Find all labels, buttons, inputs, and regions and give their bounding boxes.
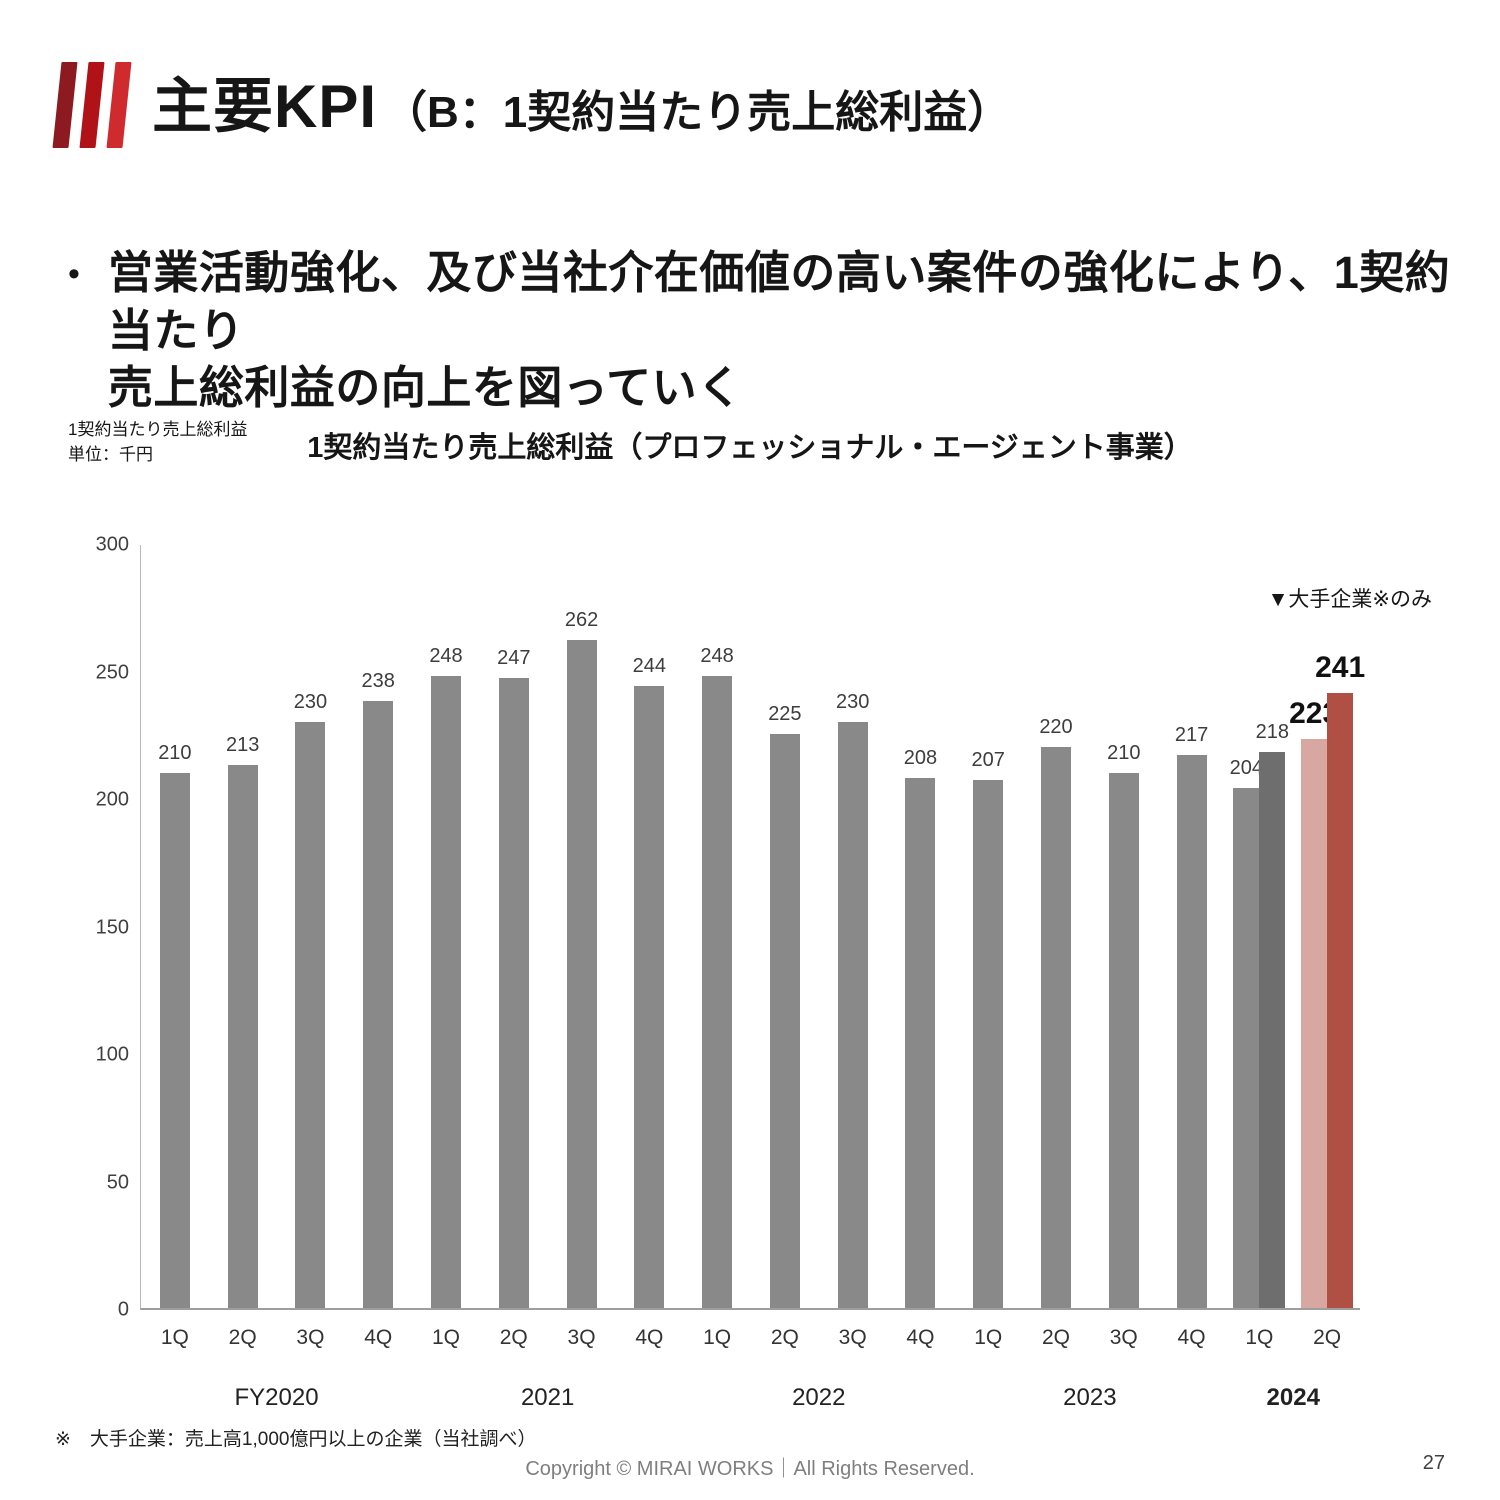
- mirai-works-logo: [52, 60, 137, 152]
- bar: [1259, 752, 1286, 1308]
- bar: [1233, 787, 1260, 1308]
- x-tick-label: 1Q: [160, 1326, 189, 1349]
- bullet-row: • 営業活動強化、及び当社介在価値の高い案件の強化により、1契約当たり 売上総利…: [60, 244, 1460, 417]
- bar-value-label: 225: [768, 703, 802, 726]
- x-tick-label: 1Q: [431, 1326, 461, 1349]
- y-tick-label: 250: [95, 661, 129, 683]
- year-label: 2023: [1063, 1384, 1117, 1411]
- bar-value-label: 248: [429, 644, 463, 667]
- bar: [769, 734, 800, 1308]
- logo-bar-icon: [79, 62, 105, 148]
- bar-value-label: 238: [361, 670, 395, 693]
- x-tick-label: 1Q: [1245, 1326, 1274, 1349]
- x-tick-label: 4Q: [635, 1326, 664, 1349]
- bar-value-label: 217: [1174, 723, 1209, 746]
- bar: [159, 772, 190, 1308]
- bar-value-label: 247: [497, 647, 531, 670]
- page-number: 27: [1422, 1452, 1445, 1474]
- x-tick-label: 4Q: [364, 1326, 393, 1349]
- bar: [973, 780, 1004, 1308]
- y-tick-label: 300: [95, 533, 129, 556]
- bar-value-label: 230: [293, 690, 328, 713]
- bar: [837, 721, 868, 1308]
- year-label: FY2020: [234, 1384, 319, 1411]
- bar: [1041, 747, 1071, 1308]
- axis-unit-note: 1契約当たり売上総利益 単位：千円: [68, 418, 247, 467]
- y-tick-label: 50: [106, 1171, 129, 1193]
- logo-bar-icon: [106, 62, 132, 148]
- page-title-sub: （B：1契約当たり売上総利益）: [383, 88, 1012, 137]
- bar: [227, 764, 258, 1308]
- bar: [363, 701, 394, 1308]
- page-title: 主要KPI （B：1契約当たり売上総利益）: [152, 58, 1011, 145]
- logo-bar-icon: [52, 62, 78, 148]
- x-tick-label: 1Q: [703, 1326, 732, 1349]
- y-tick-label: 150: [95, 916, 129, 938]
- bar-value-label: 218: [1255, 721, 1290, 744]
- x-tick-label: 4Q: [906, 1326, 935, 1349]
- bullet-text: 営業活動強化、及び当社介在価値の高い案件の強化により、1契約当たり 売上総利益の…: [108, 244, 1460, 417]
- x-tick-label: 3Q: [838, 1326, 867, 1349]
- x-tick-label: 3Q: [296, 1326, 325, 1349]
- bar: [498, 678, 529, 1308]
- plot-area: 0 50 100 150 200 250 300 210 1Q 213 2Q 230 3Q 238 4Q FY…: [96, 534, 1366, 1412]
- bar: [295, 721, 326, 1308]
- bar-value-label: 213: [225, 733, 260, 756]
- x-tick-label: 2Q: [1041, 1326, 1071, 1349]
- x-tick-label: 1Q: [974, 1326, 1003, 1349]
- bar: [634, 685, 665, 1308]
- bar-value-label: 248: [700, 644, 734, 667]
- axis-note-line-2: 単位：千円: [68, 444, 153, 464]
- bar-value-label: 220: [1039, 716, 1073, 738]
- bar: [1108, 772, 1139, 1308]
- bar: [566, 639, 597, 1308]
- year-label: 2022: [792, 1384, 846, 1411]
- y-tick-label: 100: [95, 1043, 129, 1066]
- bar-value-label: 208: [903, 746, 938, 769]
- year-label: 2021: [520, 1384, 575, 1411]
- y-tick-label: 0: [117, 1298, 129, 1321]
- x-tick-label: 4Q: [1177, 1326, 1206, 1349]
- large-company-annotation: ▼大手企業※のみ: [1267, 588, 1432, 611]
- x-tick-label: 2Q: [499, 1326, 528, 1349]
- bar-value-label: 244: [632, 654, 667, 677]
- y-tick-label: 200: [95, 788, 129, 811]
- bar: [702, 675, 733, 1308]
- axis-note-line-1: 1契約当たり売上総利益: [68, 420, 248, 439]
- page-title-main: 主要KPI: [152, 73, 378, 140]
- footnote: ※ 大手企業：売上高1,000億円以上の企業（当社調べ）: [55, 1429, 537, 1450]
- bar: [1327, 693, 1354, 1308]
- bar-value-label: 241: [1315, 651, 1366, 685]
- copyright-text: Copyright © MIRAI WORKS｜All Rights Reser…: [525, 1458, 975, 1480]
- x-tick-label: 2Q: [228, 1326, 257, 1349]
- bar-value-label: 204: [1229, 756, 1264, 779]
- bar: [431, 675, 461, 1308]
- x-tick-label: 2Q: [770, 1326, 799, 1349]
- bar: [1176, 754, 1207, 1308]
- x-tick-label: 3Q: [1109, 1326, 1138, 1349]
- x-tick-label: 3Q: [567, 1326, 596, 1349]
- bar-value-label: 207: [971, 749, 1005, 772]
- bullet-marker: •: [68, 255, 80, 293]
- chart-title: 1契約当たり売上総利益（プロフェッショナル・エージェント事業）: [307, 432, 1193, 464]
- bar-value-label: 262: [564, 608, 599, 631]
- bar: [905, 777, 936, 1308]
- bar-value-label: 210: [1107, 741, 1141, 764]
- year-label: 2024: [1266, 1384, 1320, 1411]
- x-tick-label: 2Q: [1313, 1326, 1342, 1349]
- bar-value-label: 230: [835, 690, 870, 713]
- bullet-line-1: 営業活動強化、及び当社介在価値の高い案件の強化により、1契約当たり: [107, 247, 1451, 356]
- bar-value-label: 210: [158, 741, 192, 764]
- bar: [1301, 739, 1328, 1308]
- bullet-line-2: 売上総利益の向上を図っていく: [107, 362, 743, 414]
